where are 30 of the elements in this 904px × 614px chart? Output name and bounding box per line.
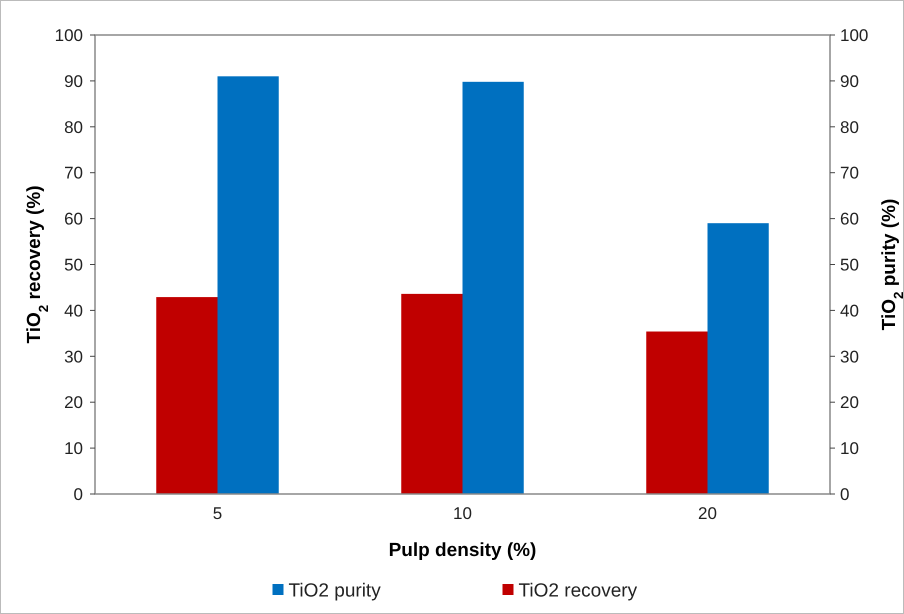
y-tick-label: 30: [64, 347, 83, 366]
y2-tick-label: 70: [840, 164, 859, 183]
y2-tick-label: 10: [840, 439, 859, 458]
bar: [462, 82, 524, 494]
y-tick-label: 90: [64, 72, 83, 91]
y-tick-label: 10: [64, 439, 83, 458]
y-tick-label: 80: [64, 118, 83, 137]
y2-tick-label: 90: [840, 72, 859, 91]
legend-label: TiO2 recovery: [518, 580, 638, 602]
y2-tick-label: 20: [840, 393, 859, 412]
y-tick-label: 40: [64, 301, 83, 320]
y2-tick-label: 80: [840, 118, 859, 137]
legend-label: TiO2 purity: [288, 580, 382, 602]
y-tick-label: 0: [74, 484, 83, 504]
x-tick-label: 5: [212, 504, 222, 523]
y2-tick-label: 100: [840, 26, 868, 45]
y-tick-label: 20: [64, 393, 83, 412]
x-tick-label: 10: [453, 504, 472, 523]
y-tick-label: 60: [64, 210, 83, 229]
bar: [218, 76, 279, 494]
y2-tick-label: 30: [840, 347, 859, 366]
y2-tick-label: 50: [840, 255, 859, 274]
y2-tick-label: 0: [840, 484, 850, 504]
y2-tick-label: 60: [840, 210, 859, 229]
y-tick-label: 70: [64, 164, 83, 183]
y2-tick-label: 40: [840, 301, 859, 320]
y-tick-label: 100: [54, 26, 83, 45]
y-tick-label: 50: [64, 255, 83, 274]
x-tick-label: 20: [698, 504, 717, 523]
x-axis-title: Pulp density (%): [388, 540, 536, 561]
